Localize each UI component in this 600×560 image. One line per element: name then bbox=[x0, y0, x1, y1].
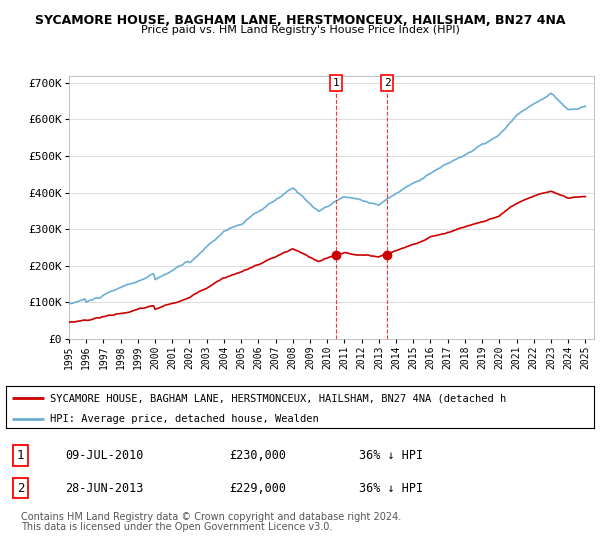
Text: £229,000: £229,000 bbox=[229, 482, 286, 494]
Text: SYCAMORE HOUSE, BAGHAM LANE, HERSTMONCEUX, HAILSHAM, BN27 4NA (detached h: SYCAMORE HOUSE, BAGHAM LANE, HERSTMONCEU… bbox=[50, 393, 506, 403]
Text: £230,000: £230,000 bbox=[229, 449, 286, 462]
Text: 2: 2 bbox=[17, 482, 25, 494]
Text: 28-JUN-2013: 28-JUN-2013 bbox=[65, 482, 143, 494]
Text: HPI: Average price, detached house, Wealden: HPI: Average price, detached house, Weal… bbox=[50, 414, 319, 424]
Text: SYCAMORE HOUSE, BAGHAM LANE, HERSTMONCEUX, HAILSHAM, BN27 4NA: SYCAMORE HOUSE, BAGHAM LANE, HERSTMONCEU… bbox=[35, 14, 565, 27]
Text: 09-JUL-2010: 09-JUL-2010 bbox=[65, 449, 143, 462]
Text: 36% ↓ HPI: 36% ↓ HPI bbox=[359, 449, 423, 462]
Text: Price paid vs. HM Land Registry's House Price Index (HPI): Price paid vs. HM Land Registry's House … bbox=[140, 25, 460, 35]
Text: 2: 2 bbox=[384, 78, 391, 88]
Text: 36% ↓ HPI: 36% ↓ HPI bbox=[359, 482, 423, 494]
Text: Contains HM Land Registry data © Crown copyright and database right 2024.: Contains HM Land Registry data © Crown c… bbox=[21, 512, 401, 522]
Text: This data is licensed under the Open Government Licence v3.0.: This data is licensed under the Open Gov… bbox=[21, 522, 332, 532]
Text: 1: 1 bbox=[17, 449, 25, 462]
Text: 1: 1 bbox=[333, 78, 340, 88]
